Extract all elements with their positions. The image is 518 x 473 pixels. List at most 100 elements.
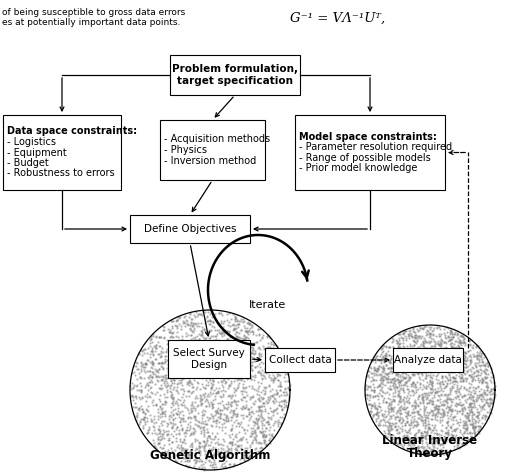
- Point: [421, 422, 429, 429]
- Point: [233, 381, 241, 389]
- Point: [257, 439, 265, 447]
- Point: [481, 366, 490, 373]
- Point: [401, 354, 410, 362]
- Point: [168, 324, 176, 332]
- Point: [242, 328, 251, 336]
- Point: [441, 383, 449, 391]
- Point: [454, 344, 463, 351]
- Point: [159, 445, 167, 452]
- Point: [176, 359, 184, 367]
- Point: [449, 353, 457, 360]
- Point: [220, 453, 228, 461]
- Point: [445, 336, 453, 344]
- Point: [453, 407, 461, 414]
- Point: [191, 413, 199, 420]
- Point: [453, 378, 462, 386]
- Point: [461, 412, 469, 420]
- Point: [459, 360, 467, 368]
- Point: [414, 428, 422, 435]
- Point: [207, 317, 215, 324]
- Point: [200, 410, 208, 418]
- Point: [240, 333, 249, 340]
- Point: [184, 463, 192, 471]
- Point: [146, 423, 154, 431]
- Point: [378, 368, 386, 375]
- Point: [391, 377, 399, 384]
- Point: [443, 429, 452, 436]
- Point: [147, 383, 155, 391]
- Point: [260, 436, 268, 443]
- Point: [181, 403, 189, 411]
- Point: [189, 402, 197, 410]
- Point: [158, 418, 166, 425]
- Point: [399, 329, 408, 337]
- Point: [455, 361, 463, 368]
- Point: [188, 322, 196, 329]
- Point: [200, 444, 209, 452]
- Point: [457, 359, 466, 367]
- Point: [255, 391, 263, 399]
- Point: [256, 402, 265, 410]
- Point: [138, 348, 146, 355]
- Point: [219, 325, 227, 333]
- Point: [430, 356, 438, 364]
- Point: [382, 350, 391, 357]
- Point: [255, 354, 263, 361]
- Point: [401, 434, 409, 441]
- Point: [148, 364, 156, 372]
- Point: [471, 359, 480, 367]
- Point: [253, 362, 261, 369]
- Point: [237, 418, 245, 426]
- Point: [399, 354, 408, 361]
- Point: [157, 408, 166, 415]
- Point: [176, 365, 184, 372]
- Point: [470, 429, 479, 437]
- Point: [184, 368, 193, 375]
- Point: [167, 424, 176, 431]
- Point: [436, 325, 444, 333]
- Point: [234, 345, 242, 353]
- Point: [227, 438, 236, 446]
- Point: [421, 344, 429, 352]
- Point: [199, 307, 208, 315]
- Point: [425, 359, 434, 367]
- Point: [398, 334, 407, 342]
- Point: [200, 464, 209, 471]
- Point: [186, 390, 195, 397]
- Point: [255, 403, 263, 411]
- Point: [476, 371, 484, 379]
- Point: [216, 412, 224, 420]
- Point: [471, 372, 480, 380]
- Point: [258, 421, 266, 429]
- Point: [226, 382, 235, 389]
- Point: [173, 384, 181, 391]
- Point: [450, 426, 458, 433]
- Point: [446, 438, 454, 445]
- Point: [212, 330, 221, 338]
- Point: [217, 377, 225, 385]
- Point: [240, 344, 249, 351]
- Point: [408, 438, 416, 446]
- Point: [412, 362, 421, 369]
- Point: [161, 398, 169, 406]
- Point: [440, 411, 449, 418]
- Point: [421, 421, 429, 429]
- Point: [415, 443, 423, 451]
- Point: [423, 352, 431, 360]
- Point: [176, 380, 184, 387]
- Point: [387, 368, 396, 376]
- Point: [437, 340, 445, 347]
- Point: [219, 347, 227, 354]
- Point: [439, 440, 448, 447]
- Point: [405, 375, 413, 382]
- Point: [426, 434, 435, 442]
- Point: [441, 423, 450, 430]
- Point: [454, 360, 462, 368]
- Point: [470, 397, 478, 404]
- Point: [268, 360, 276, 368]
- Point: [199, 352, 207, 360]
- Point: [206, 368, 214, 376]
- Point: [405, 421, 413, 429]
- Point: [225, 309, 234, 317]
- Point: [274, 372, 282, 380]
